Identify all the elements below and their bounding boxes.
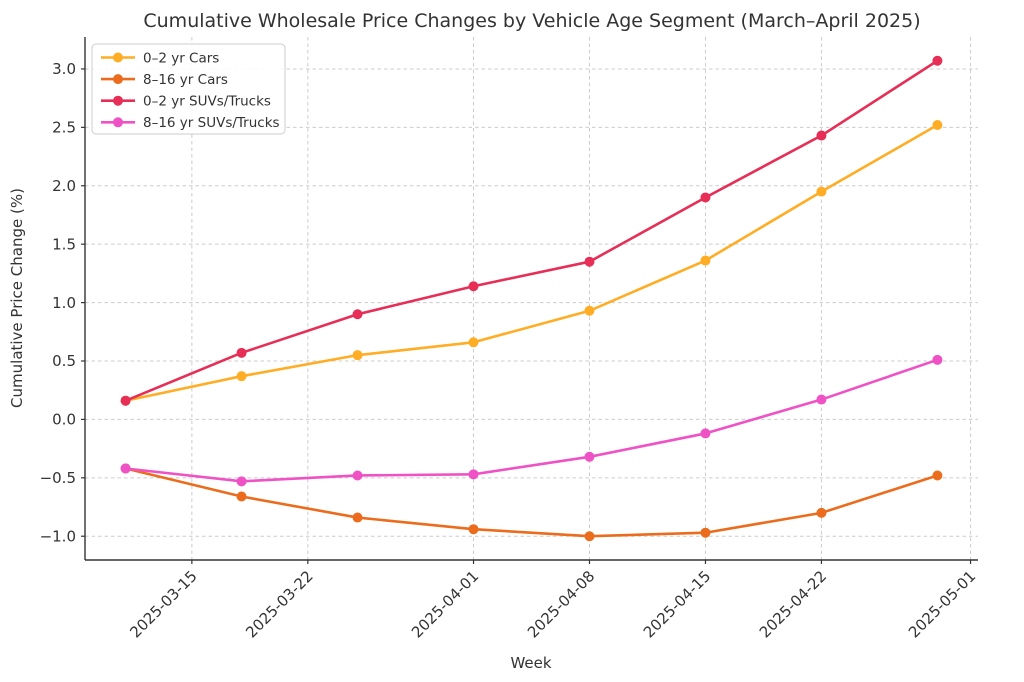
y-tick-label: 2.0 <box>52 177 76 195</box>
data-point-0-2-yr-cars <box>932 120 943 131</box>
data-point-8-16-yr-suvs-trucks <box>816 394 827 405</box>
y-tick-label: 1.5 <box>52 235 76 253</box>
y-tick-label: 1.0 <box>52 294 76 312</box>
plot-area: −1.0 −0.5 0.0 0.5 1.0 1.5 2.0 2.5 3.0 2025-03-15 2… <box>40 37 979 641</box>
legend-swatch-marker <box>113 117 123 128</box>
legend-label-8-16-yr-cars: 8–16 yr Cars <box>143 72 228 88</box>
x-axis-label: Week <box>510 654 551 672</box>
data-point-0-2-yr-suvs-trucks <box>932 55 943 66</box>
y-tick-label: 2.5 <box>52 119 76 137</box>
series-line-8-16-yr-cars <box>125 467 938 538</box>
series-line-0-2-yr-cars <box>125 123 939 402</box>
data-point-0-2-yr-cars <box>700 255 711 266</box>
y-tick-label: 3.0 <box>52 60 76 78</box>
data-point-0-2-yr-suvs-trucks <box>468 281 479 292</box>
data-point-8-16-yr-cars <box>700 527 711 538</box>
x-tick-label: 2025-04-01 <box>408 567 482 641</box>
data-point-8-16-yr-cars <box>584 531 595 542</box>
y-axis-label: Cumulative Price Change (%) <box>8 188 26 408</box>
data-point-0-2-yr-suvs-trucks <box>352 309 363 320</box>
x-tick-label: 2025-04-15 <box>640 567 714 641</box>
data-point-0-2-yr-suvs-trucks <box>236 347 247 358</box>
data-point-8-16-yr-suvs-trucks <box>352 470 363 481</box>
x-tick-label: 2025-04-22 <box>756 567 830 641</box>
y-tick-label: −0.5 <box>40 469 76 487</box>
data-point-0-2-yr-suvs-trucks <box>700 192 711 203</box>
y-tick-label: 0.5 <box>52 352 76 370</box>
legend-swatch-marker <box>113 52 123 63</box>
data-point-8-16-yr-cars <box>352 512 363 523</box>
data-point-0-2-yr-cars <box>236 371 247 382</box>
data-point-0-2-yr-suvs-trucks <box>584 256 595 267</box>
legend-swatch-marker <box>113 95 123 106</box>
data-point-8-16-yr-suvs-trucks <box>584 451 595 462</box>
data-point-8-16-yr-cars <box>932 470 943 481</box>
legend-label-0-2-yr-suvs-trucks: 0–2 yr SUVs/Trucks <box>143 94 271 110</box>
data-point-8-16-yr-suvs-trucks <box>120 463 131 474</box>
data-point-0-2-yr-suvs-trucks <box>816 130 827 141</box>
x-tick-label: 2025-03-22 <box>242 567 316 641</box>
data-point-8-16-yr-suvs-trucks <box>468 469 479 480</box>
data-point-0-2-yr-cars <box>816 186 827 197</box>
data-point-8-16-yr-cars <box>816 507 827 518</box>
y-tick-label: 0.0 <box>52 411 76 429</box>
series-line-8-16-yr-suvs-trucks <box>125 358 938 483</box>
data-point-8-16-yr-suvs-trucks <box>932 354 943 365</box>
y-tick-label: −1.0 <box>40 527 76 545</box>
data-point-0-2-yr-cars <box>468 337 479 348</box>
legend-box <box>91 43 286 135</box>
data-point-8-16-yr-cars <box>236 491 247 502</box>
data-point-8-16-yr-suvs-trucks <box>236 476 247 487</box>
data-point-0-2-yr-cars <box>584 305 595 316</box>
x-tick-label: 2025-03-15 <box>126 567 200 641</box>
legend-label-8-16-yr-suvs-trucks: 8–16 yr SUVs/Trucks <box>143 115 280 131</box>
legend-swatch-marker <box>113 74 123 85</box>
legend-label-0-2-yr-cars: 0–2 yr Cars <box>143 50 219 66</box>
legend: 0–2 yr Cars 8–16 yr Cars 0–2 yr SUVs/Truck… <box>91 43 286 135</box>
x-tick-label: 2025-05-01 <box>905 567 979 641</box>
data-point-0-2-yr-suvs-trucks <box>120 395 131 406</box>
chart-title: Cumulative Wholesale Price Changes by Ve… <box>143 10 920 32</box>
data-point-8-16-yr-suvs-trucks <box>700 428 711 439</box>
series-line-0-2-yr-suvs-trucks <box>125 59 939 402</box>
data-point-8-16-yr-cars <box>468 524 479 535</box>
data-point-0-2-yr-cars <box>352 350 363 361</box>
x-tick-label: 2025-04-08 <box>524 567 598 641</box>
